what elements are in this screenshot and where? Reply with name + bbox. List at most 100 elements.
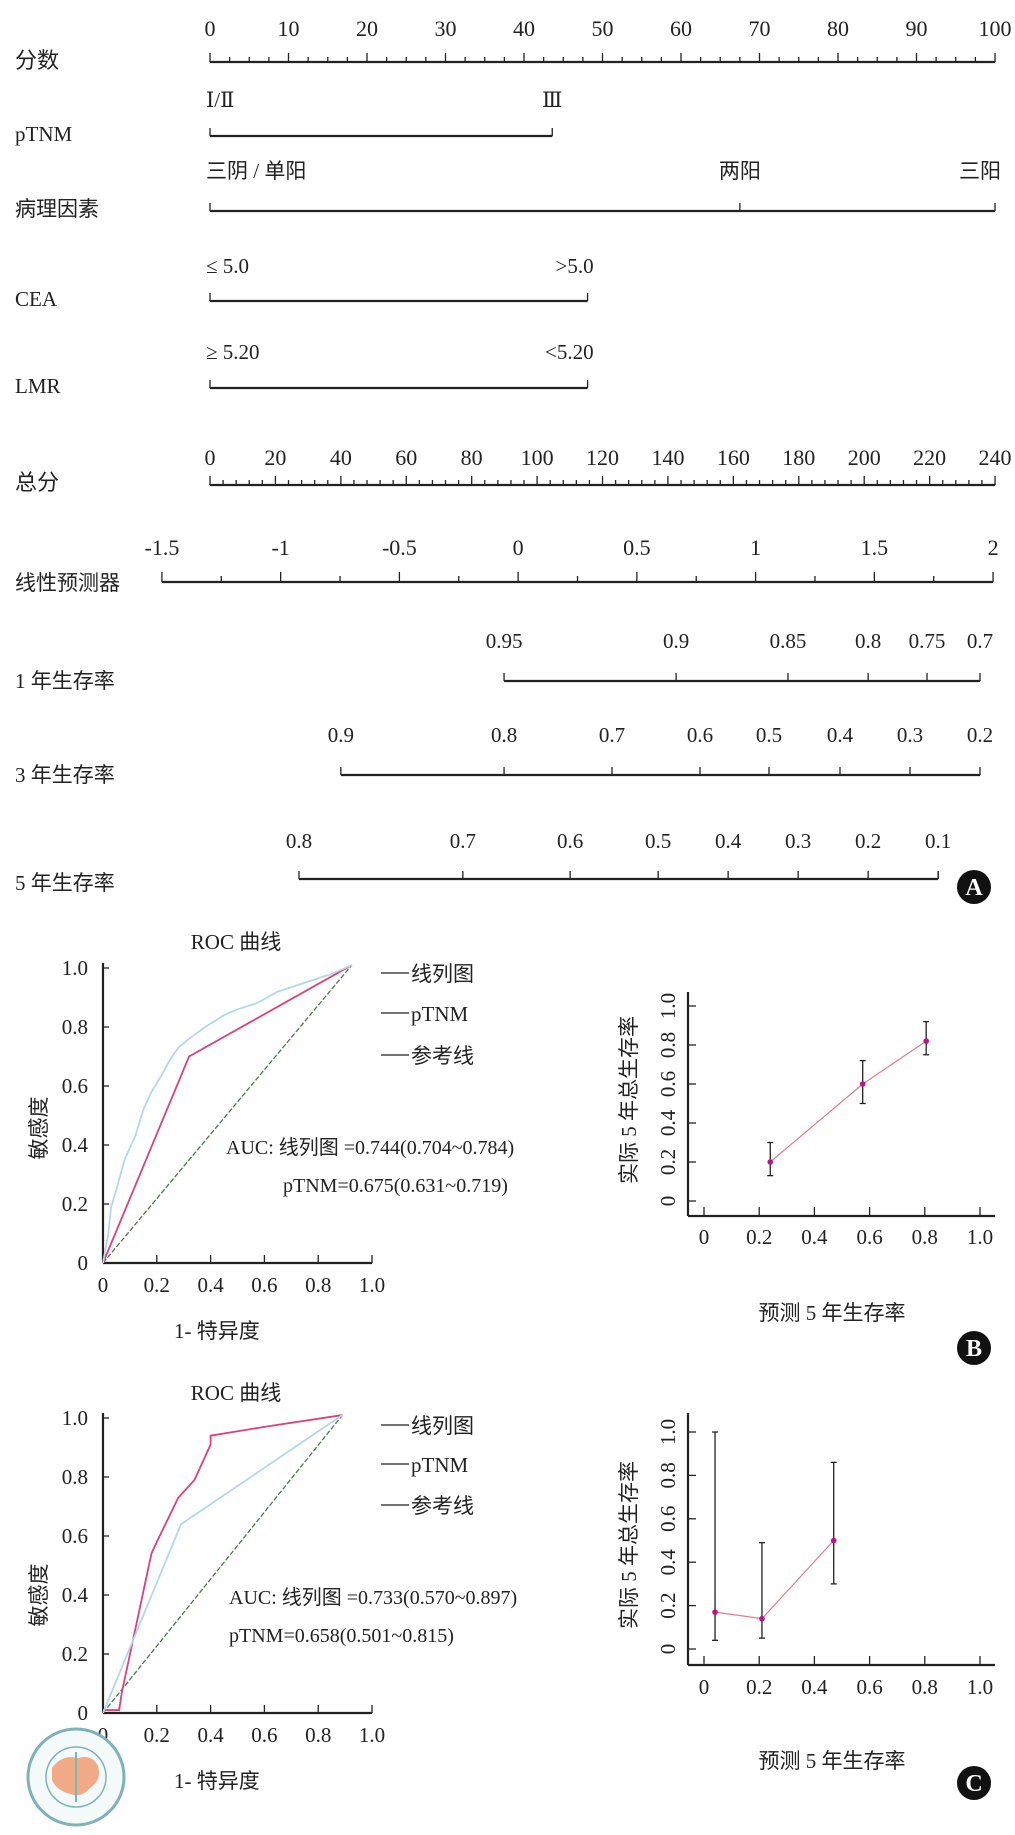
points-tick-label: 10 [278,16,300,41]
survival-tick-label: 0.9 [663,629,689,653]
roc-y-tick-label: 0.6 [62,1074,88,1098]
calibration-y-tick-label: 1.0 [656,1419,680,1445]
survival-tick-label: 0.6 [687,723,713,747]
roc-series-ptnm [103,1414,343,1711]
legend-label: 参考线 [411,1494,474,1518]
roc-x-axis-label: 1- 特异度 [174,1769,260,1793]
roc-title: ROC 曲线 [191,1381,281,1405]
survival-tick-label: 0.75 [909,629,946,653]
survival-tick-label: 0.7 [599,723,625,747]
auc-text-line2: pTNM=0.675(0.631~0.719) [283,1175,508,1197]
roc-y-tick-label: 0.6 [62,1524,88,1548]
legend-label: 线列图 [411,1414,474,1438]
calibration-y-tick-label: 0.8 [656,1462,680,1488]
calibration-x-tick-label: 0.6 [856,1675,882,1699]
calibration-x-tick-label: 0.8 [912,1675,938,1699]
points-tick-label: 80 [827,16,849,41]
calibration-line [769,1040,927,1163]
calibration-x-tick-label: 0.2 [746,1675,772,1699]
total-tick-label: 120 [586,445,619,470]
roc-y-axis-label: 敏感度 [27,1564,51,1627]
lp-tick-label: 2 [988,535,999,560]
calibration-point [923,1038,929,1044]
row-label-1: 病理因素 [15,197,99,221]
calibration-x-tick-label: 1.0 [967,1675,993,1699]
survival-axis-label-1: 3 年生存率 [15,763,115,787]
total-tick-label: 60 [395,445,417,470]
roc-x-tick-label: 0.8 [305,1723,331,1747]
total-tick-label: 240 [979,445,1012,470]
survival-tick-label: 0.4 [827,723,854,747]
points-axis-label: 分数 [15,48,59,73]
calibration-x-tick-label: 0.6 [856,1225,882,1249]
total-tick-label: 220 [913,445,946,470]
roc-series-nomogram [102,964,353,1264]
roc-x-tick-label: 0.6 [251,1273,277,1297]
points-tick-label: 70 [749,16,771,41]
calibration-point [712,1609,718,1615]
roc-y-tick-label: 1.0 [62,1406,88,1430]
category-label: 三阴 / 单阳 [206,159,306,183]
lp-tick-label: 1 [750,535,761,560]
total-tick-label: 180 [782,445,815,470]
category-label: 两阳 [719,159,761,183]
survival-axis-label-2: 5 年生存率 [15,871,115,895]
calibration-y-tick-label: 0.4 [656,1109,680,1136]
row-label-0: pTNM [15,122,72,146]
points-tick-label: 100 [979,16,1012,41]
calibration-x-tick-label: 0 [699,1675,710,1699]
points-tick-label: 60 [670,16,692,41]
category-label: ≥ 5.20 [206,340,260,364]
auc-text-line1: AUC: 线列图 =0.733(0.570~0.897) [229,1586,517,1609]
lp-tick-label: -1.5 [145,535,180,560]
survival-tick-label: 0.8 [286,829,312,853]
roc-title: ROC 曲线 [191,930,281,954]
points-tick-label: 20 [356,16,378,41]
roc-y-tick-label: 0.4 [62,1133,89,1157]
roc-y-tick-label: 0.2 [62,1642,88,1666]
survival-tick-label: 0.7 [967,629,993,653]
roc-y-tick-label: 0.8 [62,1465,88,1489]
calibration-x-axis-label: 预测 5 年生存率 [759,1301,906,1325]
calibration-point [767,1159,774,1165]
calibration-point [859,1081,866,1087]
calibration-y-axis-label: 实际 5 年总生存率 [617,1461,641,1629]
lp-tick-label: 0.5 [623,535,651,560]
roc-x-tick-label: 0.2 [144,1723,170,1747]
legend-label: 参考线 [411,1044,474,1068]
roc-x-tick-label: 0.6 [251,1723,277,1747]
survival-tick-label: 0.3 [785,829,811,853]
survival-tick-label: 0.95 [486,629,523,653]
roc-x-axis-label: 1- 特异度 [174,1319,260,1343]
survival-tick-label: 0.6 [557,829,583,853]
category-label: 三阳 [959,159,1001,183]
category-label: Ⅲ [542,88,562,112]
roc-y-tick-label: 0.2 [62,1192,88,1216]
linear-predictor-label: 线性预测器 [15,571,120,595]
roc-x-tick-label: 1.0 [359,1723,385,1747]
lp-tick-label: 1.5 [861,535,889,560]
lp-tick-label: 0 [513,535,524,560]
roc-series-reference [102,964,353,1264]
roc-x-tick-label: 0 [98,1273,109,1297]
calibration-y-tick-label: 1.0 [656,993,680,1019]
calibration-line [714,1540,835,1620]
survival-tick-label: 0.1 [925,829,951,853]
total-tick-label: 80 [461,445,483,470]
roc-x-tick-label: 1.0 [359,1273,385,1297]
total-tick-label: 140 [651,445,684,470]
calibration-x-tick-label: 0.2 [746,1225,772,1249]
category-label: Ⅰ/Ⅱ [206,88,234,112]
legend-label: pTNM [411,1002,468,1026]
logo-inner-ring [45,1746,107,1808]
panel-letter: C [965,1771,982,1797]
auc-text-line2: pTNM=0.658(0.501~0.815) [229,1625,454,1647]
calibration-x-tick-label: 0 [699,1225,710,1249]
points-tick-label: 0 [205,16,216,41]
row-label-2: CEA [15,287,58,311]
roc-x-tick-label: 0.2 [144,1273,170,1297]
calibration-y-tick-label: 0.4 [656,1549,680,1576]
total-points-label: 总分 [15,470,59,495]
roc-y-tick-label: 1.0 [62,956,88,980]
